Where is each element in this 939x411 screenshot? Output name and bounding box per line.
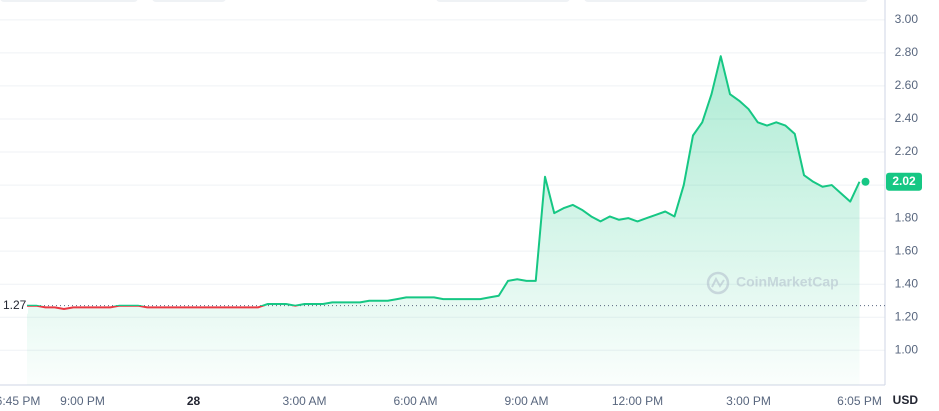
top-button[interactable] bbox=[0, 0, 138, 2]
baseline-label-bg bbox=[0, 297, 28, 314]
y-tick-label: 2.60 bbox=[895, 78, 919, 92]
y-tick-label: 3.00 bbox=[895, 12, 919, 26]
x-tick-label: 9:00 PM bbox=[60, 394, 105, 408]
y-tick-label: 2.20 bbox=[895, 144, 919, 158]
y-tick-label: 1.60 bbox=[895, 243, 919, 257]
x-tick-label: 9:00 AM bbox=[504, 394, 548, 408]
price-badge bbox=[886, 172, 922, 191]
top-button[interactable] bbox=[436, 0, 570, 2]
x-tick-label: 3:00 PM bbox=[726, 394, 771, 408]
x-tick-label: 6:05 PM bbox=[837, 394, 882, 408]
price-badge-label: 2.02 bbox=[892, 174, 916, 188]
y-tick-label: 2.40 bbox=[895, 111, 919, 125]
baseline-label: 1.27 bbox=[3, 298, 27, 312]
x-tick-label: 28 bbox=[187, 394, 201, 408]
top-button[interactable] bbox=[152, 0, 226, 2]
top-button[interactable] bbox=[584, 0, 868, 2]
watermark-text: CoinMarketCap bbox=[736, 274, 839, 290]
currency-label: USD bbox=[893, 393, 919, 407]
y-tick-label: 2.80 bbox=[895, 45, 919, 59]
x-tick-label: 12:00 PM bbox=[612, 394, 663, 408]
watermark: CoinMarketCap bbox=[706, 271, 839, 295]
price-line bbox=[27, 55, 861, 310]
price-area bbox=[27, 56, 860, 386]
x-tick-label: 6:45 PM bbox=[0, 394, 40, 408]
x-tick-label: 3:00 AM bbox=[282, 394, 326, 408]
y-tick-label: 1.20 bbox=[895, 309, 919, 323]
y-tick-label: 1.00 bbox=[895, 342, 919, 356]
y-tick-label: 1.80 bbox=[895, 210, 919, 224]
x-tick-label: 6:00 AM bbox=[393, 394, 437, 408]
y-tick-label: 1.40 bbox=[895, 276, 919, 290]
last-point bbox=[861, 177, 870, 186]
